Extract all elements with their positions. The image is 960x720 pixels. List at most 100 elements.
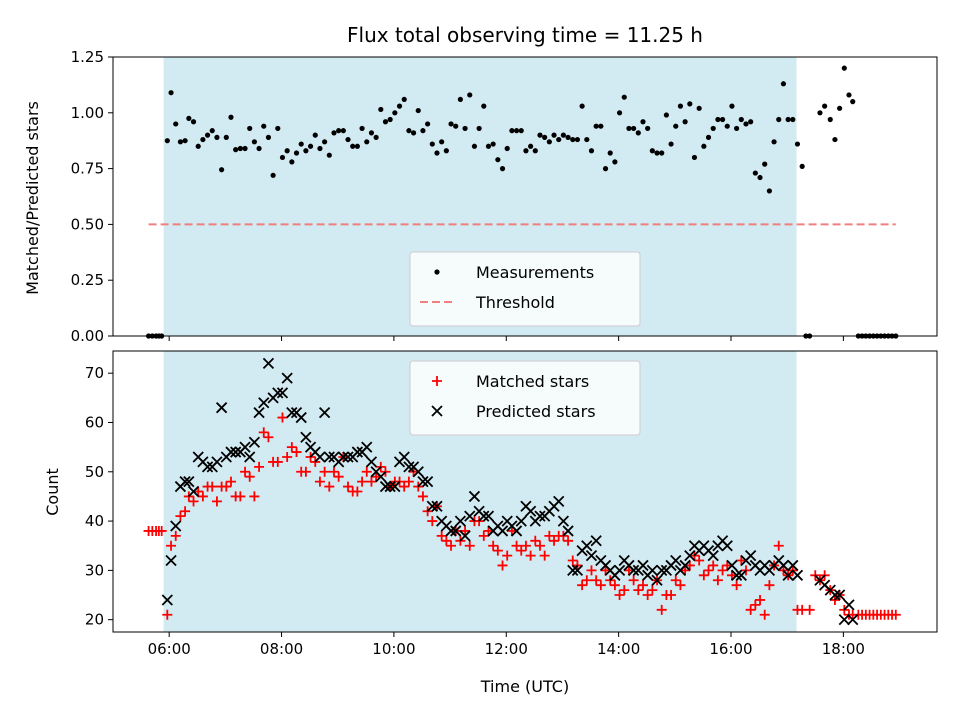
matched-stars-point — [577, 580, 588, 591]
measurement-point — [691, 154, 698, 161]
matched-stars-point — [525, 550, 536, 561]
measurement-point — [542, 134, 548, 140]
predicted-stars-point — [211, 456, 223, 468]
matched-stars-point — [750, 599, 761, 610]
matched-stars-point — [670, 575, 681, 586]
measurement-point — [312, 132, 318, 138]
measurement-point — [598, 123, 604, 129]
measurement-point — [223, 134, 229, 140]
measurement-point — [556, 136, 562, 143]
measurement-point — [190, 119, 197, 125]
matched-stars-point — [352, 486, 363, 497]
measurement-point — [336, 128, 342, 134]
measurement-point — [794, 141, 801, 147]
matched-stars-point — [591, 575, 602, 586]
predicted-stars-point — [253, 406, 265, 419]
matched-stars-point — [539, 550, 550, 561]
top-y-axis-label: Matched/Predicted stars — [23, 101, 42, 295]
measurement-point — [182, 138, 188, 144]
matched-stars-point — [361, 466, 372, 477]
predicted-stars-point — [562, 525, 574, 537]
measurement-point — [247, 125, 253, 132]
predicted-stars-point — [833, 589, 846, 601]
measurement-point — [748, 119, 754, 125]
measurement-point — [654, 150, 660, 156]
predicted-stars-point — [230, 446, 242, 458]
matched-stars-point — [446, 540, 457, 551]
matched-stars-point — [736, 555, 747, 566]
measurement-point — [677, 103, 684, 109]
measurement-point — [837, 105, 843, 111]
predicted-stars-point — [524, 505, 537, 517]
measurement-point — [762, 161, 768, 167]
measurement-point — [659, 150, 665, 156]
predicted-stars-point — [286, 406, 298, 419]
measurement-point — [738, 116, 744, 123]
predicted-stars-point — [276, 387, 289, 399]
matched-stars-point — [722, 560, 733, 571]
predicted-stars-point — [314, 451, 326, 463]
measurement-point — [635, 130, 641, 136]
predicted-stars-point — [318, 406, 331, 419]
top-y-tick-label: 1.25 — [71, 48, 104, 66]
measurement-point — [504, 145, 510, 152]
measurement-point — [425, 121, 431, 127]
legend-label: Predicted stars — [476, 402, 596, 421]
measurement-point — [827, 116, 833, 123]
bottom-y-tick-label: 70 — [85, 364, 104, 382]
measurement-point — [233, 147, 239, 153]
matched-stars-point — [193, 486, 204, 497]
measurement-point — [673, 123, 679, 129]
measurement-point — [724, 123, 730, 129]
measurement-point — [317, 145, 323, 152]
measurement-point — [228, 114, 234, 120]
matched-stars-point — [366, 476, 377, 487]
measurement-point — [518, 128, 524, 134]
top-y-tick-label: 0.00 — [71, 327, 104, 345]
predicted-stars-point — [567, 564, 579, 577]
matched-stars-point — [436, 530, 447, 541]
measurement-point — [237, 145, 243, 152]
matched-stars-point — [464, 540, 475, 551]
predicted-stars-point — [590, 535, 602, 547]
measurement-point — [616, 110, 623, 116]
predicted-stars-point — [398, 451, 410, 463]
measurement-point — [499, 166, 506, 172]
measurement-point — [462, 125, 468, 132]
measurement-point — [668, 141, 674, 147]
matched-stars-point — [502, 550, 513, 561]
measurement-point — [537, 132, 543, 138]
matched-stars-point — [156, 525, 167, 536]
measurement-point — [331, 130, 337, 136]
matched-stars-point — [698, 570, 709, 581]
predicted-stars-point — [791, 569, 804, 581]
matched-stars-point — [492, 545, 503, 556]
measurement-point — [588, 148, 595, 154]
predicted-stars-point — [735, 569, 747, 581]
matched-stars-point — [890, 609, 901, 620]
matched-stars-point — [773, 540, 784, 551]
predicted-stars-point — [707, 549, 719, 562]
measurement-point — [275, 125, 281, 132]
predicted-stars-point — [300, 431, 312, 443]
bottom-axes-frame — [112, 350, 938, 633]
chart-title: Flux total observing time = 11.25 h — [347, 23, 703, 47]
measurement-point — [340, 128, 346, 134]
top-y-tick-label: 0.25 — [71, 271, 104, 289]
predicted-stars-point — [459, 530, 471, 542]
predicted-stars-point — [656, 564, 668, 577]
measurement-point — [729, 103, 735, 109]
measurement-point — [579, 103, 585, 109]
matched-stars-point — [180, 506, 191, 517]
measurement-point — [528, 143, 534, 149]
matched-stars-point — [656, 604, 667, 615]
predicted-stars-point — [239, 441, 251, 453]
bottom-y-tick-label: 20 — [85, 611, 104, 629]
measurement-point — [705, 134, 712, 140]
matched-stars-point — [680, 565, 691, 576]
matched-stars-point — [225, 476, 236, 487]
measurement-point — [602, 166, 609, 172]
predicted-stars-point — [379, 480, 392, 493]
matched-stars-point — [619, 585, 630, 596]
